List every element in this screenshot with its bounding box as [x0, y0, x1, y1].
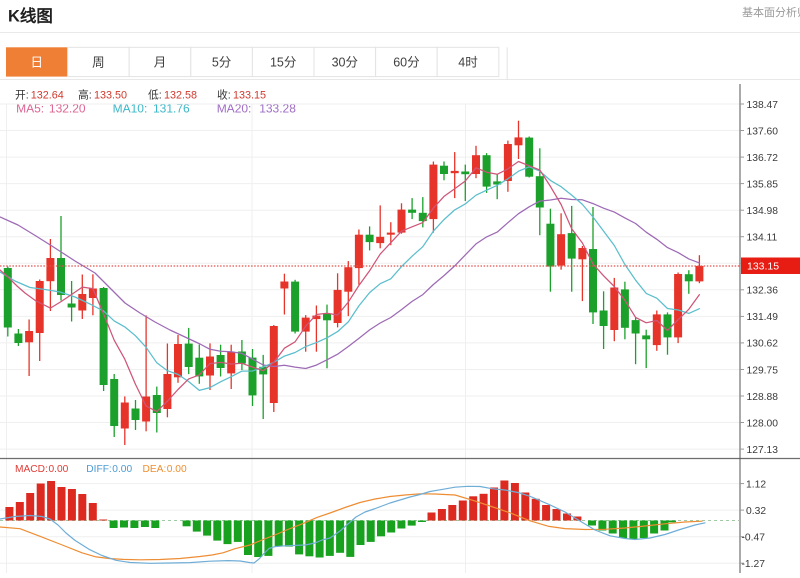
svg-text:低:: 低: — [148, 89, 162, 102]
svg-text:MACD:: MACD: — [15, 464, 48, 475]
svg-text:30分: 30分 — [332, 56, 358, 70]
svg-text:日: 日 — [31, 56, 44, 70]
svg-text:高:: 高: — [78, 88, 92, 102]
svg-text:开:: 开: — [15, 90, 29, 102]
svg-text:129.75: 129.75 — [747, 365, 779, 376]
svg-text:133.15: 133.15 — [233, 90, 266, 102]
svg-text:1.12: 1.12 — [746, 479, 766, 490]
svg-text:-1.27: -1.27 — [742, 559, 766, 570]
svg-text:132.20: 132.20 — [49, 102, 86, 116]
svg-text:周: 周 — [92, 56, 105, 70]
svg-text:0.32: 0.32 — [746, 506, 766, 517]
svg-text:MA5:: MA5: — [16, 102, 44, 116]
svg-text:128.00: 128.00 — [747, 418, 779, 429]
svg-text:134.11: 134.11 — [747, 233, 778, 244]
svg-text:0.00: 0.00 — [112, 464, 132, 475]
svg-text:月: 月 — [154, 56, 167, 70]
svg-text:137.60: 137.60 — [747, 126, 779, 137]
svg-text:132.64: 132.64 — [31, 90, 64, 102]
svg-text:127.13: 127.13 — [747, 445, 779, 456]
svg-text:134.98: 134.98 — [747, 206, 779, 217]
svg-text:136.72: 136.72 — [747, 153, 779, 164]
svg-text:4时: 4时 — [458, 56, 478, 70]
svg-text:130.62: 130.62 — [747, 339, 779, 350]
svg-text:收:: 收: — [217, 88, 231, 102]
svg-text:138.47: 138.47 — [747, 100, 779, 111]
svg-text:K线图: K线图 — [8, 6, 53, 26]
svg-text:5分: 5分 — [212, 56, 231, 70]
svg-text:132.58: 132.58 — [164, 90, 197, 102]
svg-text:DIFF:: DIFF: — [86, 464, 111, 475]
svg-text:135.85: 135.85 — [747, 179, 779, 190]
svg-text:DEA:: DEA: — [143, 464, 167, 475]
svg-text:基本面分析师: 基本面分析师 — [742, 5, 800, 19]
svg-text:MA20:: MA20: — [217, 102, 252, 116]
svg-text:131.76: 131.76 — [153, 102, 190, 116]
svg-text:133.28: 133.28 — [259, 102, 296, 116]
svg-text:128.88: 128.88 — [747, 392, 779, 403]
svg-text:133.50: 133.50 — [94, 90, 127, 102]
svg-text:131.49: 131.49 — [747, 312, 779, 323]
svg-text:0.00: 0.00 — [49, 464, 69, 475]
svg-text:0.00: 0.00 — [167, 464, 187, 475]
svg-text:133.15: 133.15 — [747, 261, 779, 273]
svg-text:15分: 15分 — [270, 56, 296, 70]
svg-text:60分: 60分 — [393, 56, 419, 70]
svg-text:132.36: 132.36 — [747, 286, 779, 297]
svg-text:MA10:: MA10: — [113, 102, 148, 116]
svg-text:-0.47: -0.47 — [742, 533, 766, 544]
